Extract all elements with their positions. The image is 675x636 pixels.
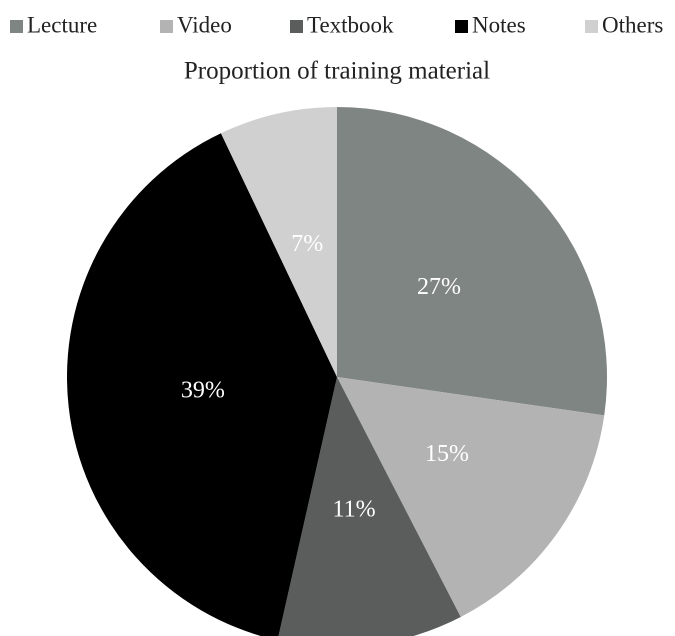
- legend-swatch: [290, 20, 303, 33]
- data-label: 15%: [425, 441, 469, 467]
- pie-slice: [278, 377, 461, 636]
- data-label: 7%: [291, 231, 323, 257]
- legend-label: Video: [177, 12, 232, 37]
- pie-slice: [220, 107, 337, 377]
- legend-swatch: [455, 20, 468, 33]
- legend-label: Notes: [472, 12, 526, 37]
- legend-label: Others: [602, 12, 663, 37]
- legend-label: Lecture: [27, 12, 97, 37]
- chart-title: Proportion of training material: [184, 58, 490, 85]
- legend-swatch: [160, 20, 173, 33]
- data-label: 27%: [417, 274, 461, 300]
- pie-slice: [337, 107, 607, 416]
- data-label: 11%: [333, 496, 376, 522]
- legend-swatch: [585, 20, 598, 33]
- pie-slice: [67, 133, 337, 636]
- legend-swatch: [10, 20, 23, 33]
- data-label: 39%: [181, 377, 225, 403]
- pie-slice: [337, 377, 605, 617]
- legend-label: Textbook: [307, 12, 394, 37]
